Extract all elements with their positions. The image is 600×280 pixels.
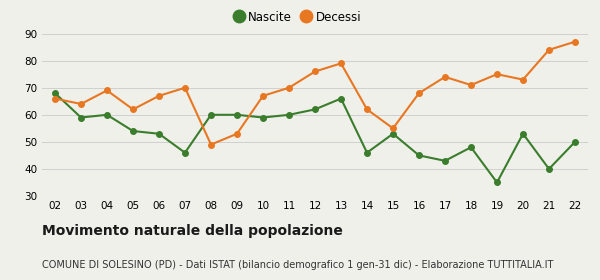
Decessi bbox=[311, 70, 319, 73]
Line: Nascite: Nascite bbox=[52, 90, 578, 185]
Nascite bbox=[181, 151, 188, 154]
Decessi bbox=[52, 97, 59, 100]
Nascite bbox=[571, 140, 578, 144]
Decessi bbox=[520, 78, 527, 81]
Decessi bbox=[103, 89, 110, 92]
Decessi bbox=[571, 40, 578, 43]
Nascite bbox=[364, 151, 371, 154]
Nascite bbox=[259, 116, 266, 119]
Nascite bbox=[103, 113, 110, 116]
Nascite bbox=[130, 129, 137, 133]
Decessi bbox=[77, 102, 85, 106]
Text: COMUNE DI SOLESINO (PD) - Dati ISTAT (bilancio demografico 1 gen-31 dic) - Elabo: COMUNE DI SOLESINO (PD) - Dati ISTAT (bi… bbox=[42, 260, 553, 270]
Nascite bbox=[337, 97, 344, 100]
Decessi bbox=[233, 132, 241, 136]
Nascite bbox=[233, 113, 241, 116]
Decessi bbox=[442, 75, 449, 79]
Decessi bbox=[181, 86, 188, 89]
Decessi bbox=[467, 83, 475, 87]
Nascite bbox=[389, 132, 397, 136]
Nascite bbox=[311, 108, 319, 111]
Decessi bbox=[208, 143, 215, 146]
Decessi bbox=[389, 127, 397, 130]
Nascite bbox=[415, 154, 422, 157]
Nascite bbox=[155, 132, 163, 136]
Decessi bbox=[130, 108, 137, 111]
Nascite bbox=[467, 146, 475, 149]
Decessi bbox=[259, 94, 266, 97]
Decessi bbox=[337, 62, 344, 65]
Decessi bbox=[364, 108, 371, 111]
Nascite bbox=[545, 167, 553, 171]
Line: Decessi: Decessi bbox=[52, 39, 578, 147]
Nascite bbox=[493, 181, 500, 184]
Nascite bbox=[77, 116, 85, 119]
Nascite bbox=[520, 132, 527, 136]
Legend: Nascite, Decessi: Nascite, Decessi bbox=[234, 6, 366, 28]
Nascite bbox=[52, 92, 59, 95]
Nascite bbox=[208, 113, 215, 116]
Decessi bbox=[155, 94, 163, 97]
Nascite bbox=[442, 159, 449, 162]
Decessi bbox=[286, 86, 293, 89]
Nascite bbox=[286, 113, 293, 116]
Decessi bbox=[415, 92, 422, 95]
Decessi bbox=[493, 73, 500, 76]
Decessi bbox=[545, 48, 553, 52]
Text: Movimento naturale della popolazione: Movimento naturale della popolazione bbox=[42, 224, 343, 238]
